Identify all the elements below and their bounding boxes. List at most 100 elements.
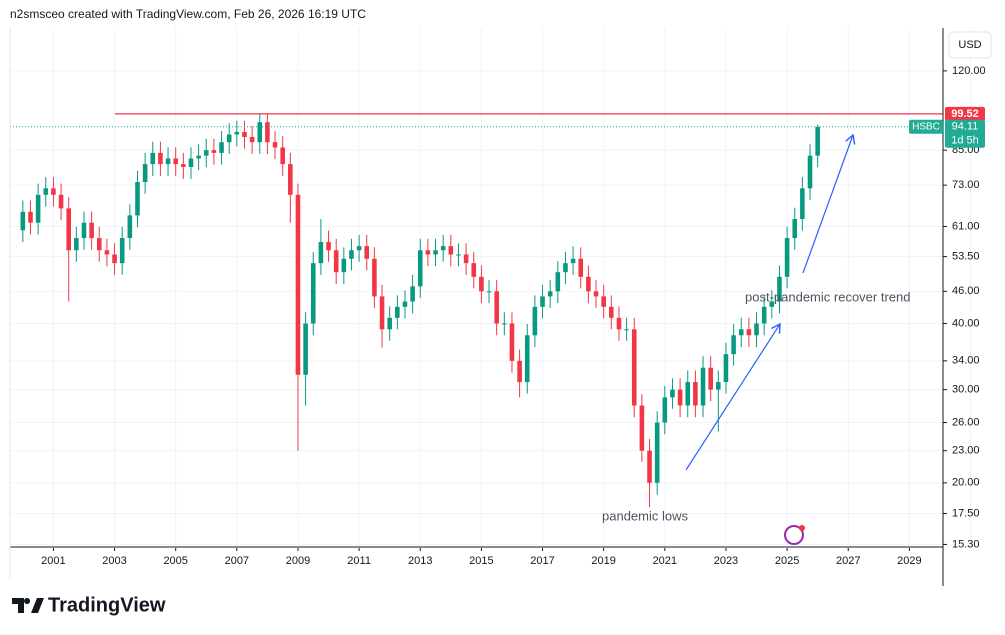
y-tick-label: 15.30 <box>952 538 980 550</box>
y-tick-label: 73.00 <box>952 179 980 191</box>
candle-body <box>349 250 354 259</box>
candle-body <box>456 254 461 256</box>
candle-body <box>754 323 759 336</box>
candle-body <box>257 122 263 143</box>
x-tick-label: 2011 <box>347 555 371 567</box>
currency-button[interactable] <box>948 31 992 59</box>
assistant-icon[interactable] <box>784 525 805 545</box>
y-axis: 15.30 17.50 20.00 23.00 26.00 30.00 34.00 40.00… <box>943 65 986 550</box>
candle-body <box>242 131 247 138</box>
candle-body <box>555 272 561 292</box>
candle-body <box>425 250 431 255</box>
x-tick-label: 2025 <box>775 555 799 567</box>
last-price-label: 94.11 <box>952 121 979 133</box>
candle-body <box>631 329 637 406</box>
candle-body <box>593 291 599 297</box>
logo-text[interactable]: TradingView <box>48 594 166 616</box>
logo-mark[interactable] <box>12 598 44 613</box>
x-tick-label: 2015 <box>469 555 493 567</box>
candle-body <box>677 389 683 406</box>
x-tick-label: 2001 <box>41 555 65 567</box>
candle-body <box>28 211 33 223</box>
candle-body <box>647 450 652 483</box>
candle-body <box>81 222 87 239</box>
x-tick-label: 2013 <box>408 555 432 567</box>
candle-body <box>104 250 110 255</box>
candle-body <box>142 164 148 183</box>
candle-body <box>517 360 522 383</box>
candle-body <box>738 329 744 336</box>
candle-body <box>272 142 278 148</box>
candle-body <box>303 323 308 375</box>
y-tick-label: 30.00 <box>952 384 980 396</box>
x-tick-label: 2009 <box>286 555 310 567</box>
candle-body <box>463 254 469 264</box>
candle-body <box>716 382 721 390</box>
candle-body <box>586 276 591 292</box>
candle-body <box>440 246 446 251</box>
candle-body <box>509 323 515 361</box>
candle-body <box>395 306 400 318</box>
logo[interactable]: TradingView <box>12 594 166 616</box>
candle-body <box>158 152 163 165</box>
candle-body <box>578 258 584 277</box>
candle-body <box>96 238 102 251</box>
x-tick-label: 2019 <box>591 555 615 567</box>
candle-body <box>234 131 240 135</box>
candle-body <box>609 306 614 318</box>
candle-body <box>708 367 713 390</box>
candle-body <box>502 323 507 325</box>
x-tick-label: 2029 <box>897 555 921 567</box>
candle-body <box>769 301 775 307</box>
candle-body <box>479 276 484 292</box>
candle-body <box>700 367 706 406</box>
candle-body <box>624 329 629 331</box>
x-tick-label: 2007 <box>225 555 249 567</box>
candle-body <box>800 188 805 220</box>
candle-body <box>196 155 201 159</box>
candle-body <box>731 335 736 355</box>
candle-body <box>20 211 26 231</box>
candle-body <box>181 164 186 167</box>
y-tick-label: 40.00 <box>952 317 980 329</box>
candle-body <box>723 354 729 383</box>
candle-body <box>532 306 538 336</box>
candle-body <box>670 389 675 398</box>
candle-body <box>540 296 545 307</box>
candle-body <box>654 422 660 483</box>
y-tick-label: 46.00 <box>952 285 980 297</box>
candle-body <box>402 301 408 307</box>
candle-body <box>119 238 125 264</box>
candle-body <box>203 150 209 156</box>
candle-body <box>563 263 568 273</box>
y-tick-label: 26.00 <box>952 416 980 428</box>
x-tick-label: 2017 <box>530 555 554 567</box>
candle-body <box>150 152 156 165</box>
icon-dot[interactable] <box>799 525 805 531</box>
candle-body <box>356 246 362 251</box>
candle-body <box>127 215 133 239</box>
header: n2smsceo created with TradingView.com, F… <box>10 7 366 21</box>
currency[interactable]: USD <box>958 39 981 51</box>
y-tick-label: 23.00 <box>952 445 980 457</box>
candle-body <box>112 254 117 264</box>
annotation: pandemic lows <box>602 508 688 523</box>
x-tick-label: 2005 <box>163 555 187 567</box>
y-tick-label: 17.50 <box>952 507 980 519</box>
symbol-label-box <box>909 119 943 134</box>
candle-body <box>226 134 232 143</box>
candle-body <box>326 242 331 251</box>
candle-body <box>494 291 499 324</box>
candle-body <box>685 382 691 406</box>
candle-body <box>173 158 178 165</box>
candle-body <box>410 286 415 302</box>
x-tick-label: 2021 <box>653 555 677 567</box>
plot <box>10 113 943 508</box>
candle-body <box>58 194 64 209</box>
arrow <box>802 133 856 274</box>
candle-body <box>387 317 392 330</box>
icon-ring[interactable] <box>784 525 804 545</box>
candle-body <box>417 250 423 287</box>
